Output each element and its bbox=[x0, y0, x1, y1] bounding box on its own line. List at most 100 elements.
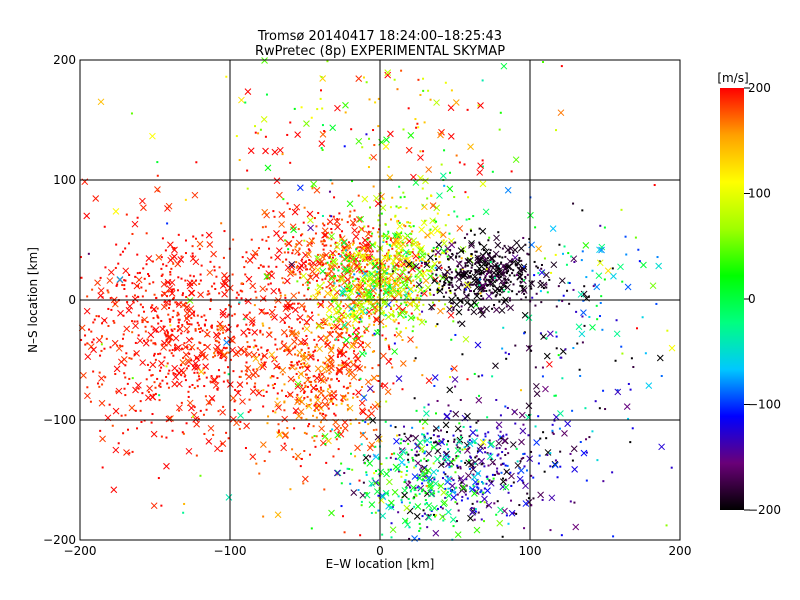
scatter-dot bbox=[482, 491, 485, 494]
scatter-dot bbox=[353, 258, 356, 261]
scatter-dot bbox=[325, 244, 328, 247]
scatter-dot bbox=[293, 302, 296, 305]
scatter-cross bbox=[391, 278, 399, 286]
scatter-dot bbox=[264, 225, 267, 228]
colorbar-tick-label: 0 bbox=[748, 292, 756, 306]
scatter-cross bbox=[201, 353, 209, 361]
scatter-dot bbox=[520, 277, 523, 280]
scatter-dot bbox=[373, 332, 376, 335]
scatter-dot bbox=[394, 268, 397, 271]
scatter-dot bbox=[418, 474, 421, 477]
scatter-dot bbox=[403, 481, 406, 484]
scatter-dot bbox=[363, 454, 366, 457]
scatter-dot bbox=[326, 339, 329, 342]
scatter-dot bbox=[372, 311, 375, 314]
scatter-dot bbox=[625, 253, 628, 256]
scatter-cross bbox=[384, 71, 392, 79]
scatter-cross bbox=[112, 208, 120, 215]
scatter-dot bbox=[480, 489, 483, 492]
scatter-dot bbox=[424, 320, 427, 323]
scatter-dot bbox=[262, 324, 265, 327]
scatter-cross bbox=[150, 502, 158, 510]
scatter-cross bbox=[416, 268, 424, 276]
scatter-dot bbox=[497, 273, 500, 276]
scatter-dot bbox=[341, 327, 344, 330]
scatter-dot bbox=[356, 395, 359, 398]
scatter-dot bbox=[168, 340, 171, 343]
scatter-cross bbox=[259, 295, 267, 302]
scatter-dot bbox=[241, 290, 244, 293]
scatter-dot bbox=[321, 263, 324, 266]
scatter-dot bbox=[379, 283, 382, 286]
scatter-dot bbox=[147, 391, 150, 394]
scatter-dot bbox=[481, 374, 484, 377]
scatter-cross bbox=[334, 431, 342, 439]
scatter-dot bbox=[295, 261, 298, 264]
scatter-dot bbox=[224, 347, 227, 350]
scatter-dot bbox=[267, 384, 270, 387]
scatter-cross bbox=[160, 344, 167, 351]
scatter-dot bbox=[274, 411, 277, 414]
scatter-dot bbox=[363, 331, 366, 334]
scatter-cross bbox=[517, 245, 525, 252]
scatter-dot bbox=[356, 332, 359, 335]
scatter-dot bbox=[220, 349, 223, 352]
scatter-dot bbox=[419, 93, 422, 96]
scatter-cross bbox=[354, 335, 362, 343]
scatter-dot bbox=[104, 266, 107, 269]
scatter-dot bbox=[393, 452, 396, 455]
scatter-dot bbox=[310, 380, 313, 383]
scatter-dot bbox=[143, 277, 146, 280]
scatter-dot bbox=[309, 298, 312, 301]
scatter-dot bbox=[303, 382, 306, 385]
scatter-dot bbox=[271, 384, 274, 387]
scatter-dot bbox=[361, 272, 364, 275]
scatter-dot bbox=[423, 289, 426, 292]
scatter-cross bbox=[467, 143, 474, 151]
scatter-dot bbox=[268, 450, 271, 453]
scatter-cross bbox=[263, 273, 271, 280]
scatter-cross bbox=[496, 269, 503, 276]
scatter-dot bbox=[181, 292, 184, 295]
scatter-cross bbox=[97, 98, 105, 106]
scatter-dot bbox=[330, 231, 333, 234]
scatter-dot bbox=[491, 170, 494, 173]
scatter-dot bbox=[386, 272, 389, 275]
scatter-cross bbox=[509, 441, 517, 448]
scatter-cross bbox=[297, 339, 305, 346]
scatter-dot bbox=[86, 295, 89, 298]
scatter-dot bbox=[183, 375, 186, 378]
scatter-dot bbox=[329, 244, 332, 247]
scatter-dot bbox=[443, 184, 446, 187]
scatter-dot bbox=[103, 347, 106, 350]
scatter-dot bbox=[444, 487, 447, 490]
scatter-dot bbox=[169, 318, 172, 321]
scatter-dot bbox=[480, 273, 483, 276]
scatter-dot bbox=[236, 291, 239, 294]
scatter-cross bbox=[358, 350, 366, 358]
scatter-dot bbox=[434, 412, 437, 415]
scatter-cross bbox=[319, 131, 327, 138]
scatter-dot bbox=[323, 254, 326, 257]
scatter-cross bbox=[337, 331, 344, 339]
scatter-dot bbox=[343, 397, 346, 400]
scatter-cross bbox=[399, 268, 406, 276]
scatter-dot bbox=[283, 400, 286, 403]
scatter-cross bbox=[255, 389, 263, 397]
scatter-dot bbox=[392, 313, 395, 316]
scatter-dot bbox=[451, 489, 454, 492]
scatter-cross bbox=[478, 457, 485, 465]
scatter-dot bbox=[425, 485, 428, 488]
scatter-dot bbox=[523, 332, 526, 335]
scatter-cross bbox=[517, 467, 525, 474]
scatter-cross bbox=[425, 450, 433, 457]
scatter-dot bbox=[157, 477, 160, 480]
scatter-cross bbox=[221, 290, 228, 298]
scatter-dot bbox=[196, 385, 199, 388]
scatter-dot bbox=[372, 296, 375, 299]
scatter-cross bbox=[155, 254, 163, 261]
scatter-dot bbox=[449, 410, 452, 413]
scatter-dot bbox=[471, 264, 474, 267]
scatter-dot bbox=[475, 429, 478, 432]
scatter-dot bbox=[163, 291, 166, 294]
